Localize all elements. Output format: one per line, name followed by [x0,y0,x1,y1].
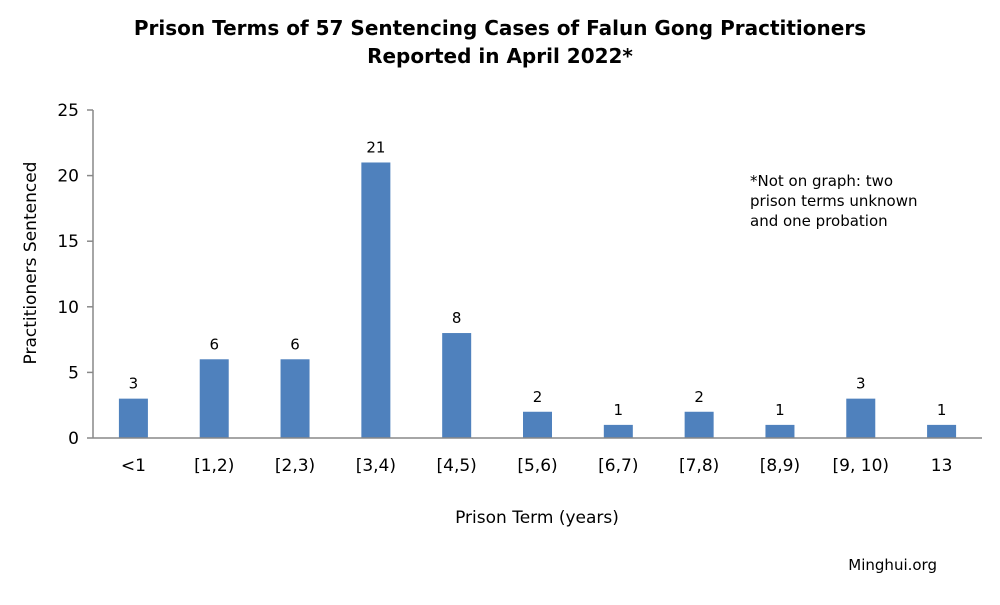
x-tick-label: [5,6) [517,456,557,476]
y-axis-label: Practitioners Sentenced [21,162,41,365]
bar [523,411,552,438]
bar [603,424,633,438]
source-label: Minghui.org [848,556,937,574]
x-tick-label: 13 [931,456,953,476]
bar [684,411,714,438]
bar [927,424,957,438]
bar [361,162,391,439]
bar [280,359,310,438]
bars-group [118,162,957,439]
bar [442,333,472,438]
bar-value-label: 2 [694,388,704,406]
chart-title-line-2: Reported in April 2022* [367,44,633,68]
y-tick-label: 20 [57,167,79,187]
bar-value-label: 6 [290,335,300,353]
annotation-line-2: prison terms unknown [750,192,918,210]
bar-value-label: 21 [366,138,385,156]
chart-title-line-1: Prison Terms of 57 Sentencing Cases of F… [133,16,867,40]
y-tick-label: 25 [57,101,79,121]
annotation-line-3: and one probation [750,212,888,230]
bar-value-label: 1 [775,401,785,419]
x-tick-label: [9, 10) [833,456,890,476]
x-axis-label: Prison Term (years) [455,508,619,528]
x-tick-label: [7,8) [679,456,719,476]
bar-value-label: 3 [129,375,139,393]
bar [765,424,795,438]
y-tick-label: 0 [68,429,79,449]
x-tick-label: [3,4) [356,456,396,476]
x-tick-label: [4,5) [437,456,477,476]
bar [846,398,876,438]
bar [199,359,229,438]
y-axis-ticks: 0 5 10 15 20 25 [57,101,93,449]
annotation-line-1: *Not on graph: two [750,172,893,190]
bar-value-label: 6 [209,335,219,353]
bar-value-label: 1 [614,401,624,419]
y-tick-label: 15 [57,232,79,252]
bar-value-label: 3 [856,375,866,393]
y-tick-label: 10 [57,298,79,318]
bar-value-label: 1 [937,401,947,419]
x-tick-label: [2,3) [275,456,315,476]
x-tick-label: [6,7) [598,456,638,476]
y-tick-label: 5 [68,363,79,383]
x-axis-ticks: <1 [1,2) [2,3) [3,4) [4,5) [5,6) [6,7) [7,8) [8,… [121,456,953,476]
bar-value-label: 8 [452,309,462,327]
chart-title: Prison Terms of 57 Sentencing Cases of F… [0,14,1000,70]
x-tick-label: [8,9) [760,456,800,476]
bar-value-label: 2 [533,388,543,406]
bar [118,398,148,438]
x-tick-label: [1,2) [194,456,234,476]
x-tick-label: <1 [121,456,146,476]
